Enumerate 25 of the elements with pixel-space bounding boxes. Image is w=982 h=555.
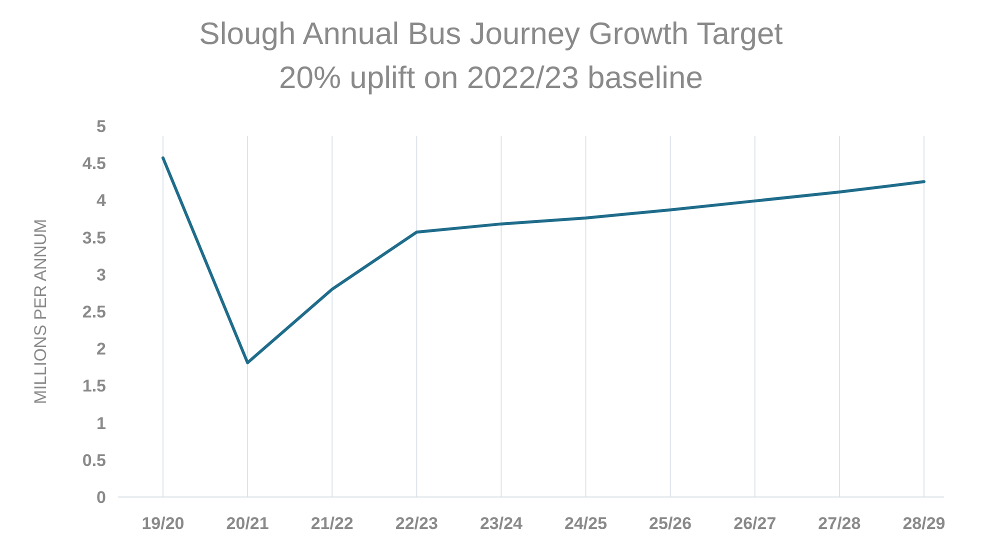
x-tick-label: 27/28 [818,514,861,533]
y-tick-label: 5 [96,116,106,136]
x-tick-label: 28/29 [902,514,946,533]
y-tick-label: 3.5 [82,228,106,248]
x-tick-label: 22/23 [395,514,438,533]
chart-subtitle: 20% uplift on 2022/23 baseline [279,60,703,95]
y-tick-label: 2.5 [82,302,106,322]
y-tick-label: 2 [96,340,106,359]
y-tick-label: 1 [96,414,106,433]
line-series [162,156,926,364]
y-tick-label: 3 [96,265,106,284]
y-tick-label: 0.5 [82,450,106,470]
x-tick-label: 21/22 [310,514,354,533]
x-tick-label: 25/26 [649,514,692,533]
y-tick-label: 1.5 [82,376,106,396]
y-axis-title: MILLIONS PER ANNUM [31,218,50,404]
x-tick-label: 24/25 [564,514,608,533]
chart-title: Slough Annual Bus Journey Growth Target [199,16,784,51]
y-tick-label: 0 [96,488,106,507]
x-tick-label: 26/27 [734,514,776,533]
x-tick-label: 20/21 [226,514,269,533]
y-tick-label: 4 [96,191,107,210]
x-tick-label: 19/20 [142,514,184,533]
x-tick-label: 23/24 [480,514,524,533]
y-tick-label: 4.5 [82,154,106,174]
